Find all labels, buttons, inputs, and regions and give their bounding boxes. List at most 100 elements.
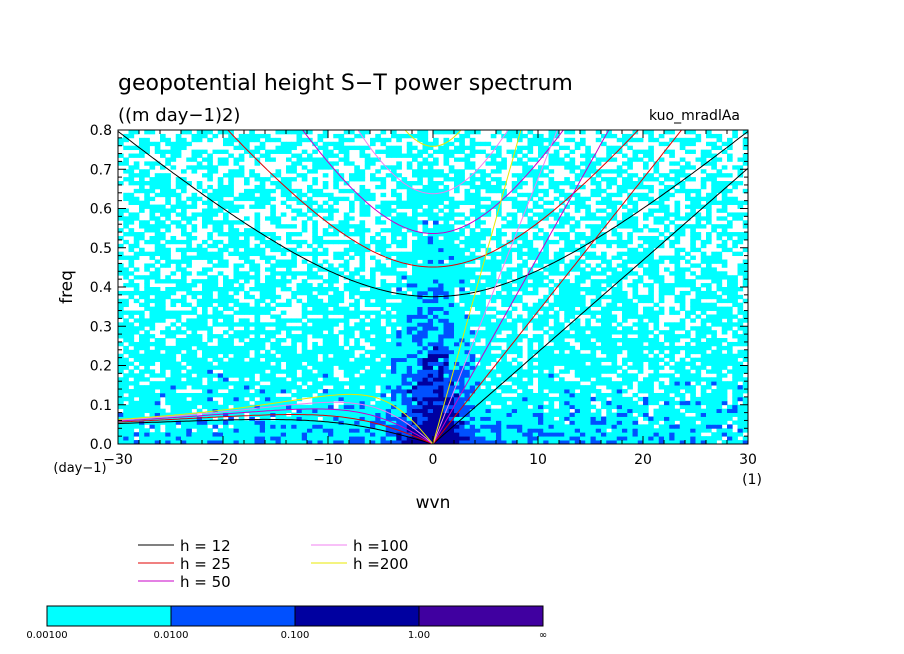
heatmap-cell: [244, 440, 250, 445]
heatmap-cell: [606, 306, 612, 311]
heatmap-cell: [448, 389, 455, 394]
heatmap-cell: [254, 283, 261, 288]
heatmap-cell: [522, 389, 528, 394]
heatmap-cell: [459, 318, 465, 323]
heatmap-cell: [422, 302, 429, 308]
heatmap-cell: [412, 416, 418, 421]
heatmap-cell: [196, 326, 203, 331]
heatmap-cell: [616, 255, 623, 260]
heatmap-cell: [375, 232, 381, 237]
heatmap-cell: [406, 377, 413, 382]
heatmap-cell: [637, 228, 644, 233]
heatmap-cell: [317, 251, 324, 257]
heatmap-cell: [742, 275, 749, 280]
heatmap-cell: [564, 357, 570, 362]
heatmap-cell: [233, 369, 240, 374]
heatmap-cell: [380, 357, 387, 362]
heatmap-cell: [170, 420, 177, 425]
heatmap-cell: [349, 369, 355, 374]
heatmap-cell: [690, 302, 696, 308]
heatmap-cell: [186, 232, 192, 237]
heatmap-cell: [580, 436, 586, 441]
heatmap-cell: [716, 310, 723, 315]
heatmap-cell: [207, 287, 213, 292]
heatmap-cell: [233, 302, 240, 308]
heatmap-cell: [427, 279, 434, 284]
heatmap-cell: [165, 420, 171, 425]
heatmap-cell: [632, 310, 639, 315]
heatmap-cell: [354, 381, 360, 386]
heatmap-cell: [202, 224, 208, 229]
heatmap-cell: [118, 243, 124, 249]
heatmap-cell: [569, 283, 576, 288]
heatmap-cell: [742, 357, 749, 362]
heatmap-cell: [448, 353, 455, 359]
heatmap-cell: [690, 432, 696, 437]
heatmap-cell: [690, 408, 696, 414]
heatmap-cell: [706, 357, 712, 362]
heatmap-cell: [559, 255, 565, 260]
heatmap-cell: [380, 334, 387, 339]
heatmap-cell: [700, 345, 707, 351]
heatmap-cell: [658, 287, 665, 292]
heatmap-cell: [343, 263, 350, 268]
heatmap-cell: [622, 271, 628, 276]
heatmap-cell: [364, 396, 371, 402]
heatmap-cell: [391, 357, 397, 362]
heatmap-cell: [217, 420, 224, 425]
heatmap-cell: [144, 338, 150, 343]
heatmap-cell: [265, 440, 271, 445]
heatmap-cell: [532, 247, 539, 253]
heatmap-cell: [643, 357, 649, 362]
heatmap-cell: [658, 279, 665, 284]
heatmap-cell: [637, 357, 644, 362]
heatmap-cell: [438, 404, 444, 410]
heatmap-cell: [690, 247, 696, 253]
heatmap-cell: [574, 232, 581, 237]
heatmap-cell: [238, 404, 245, 410]
heatmap-cell: [553, 432, 560, 437]
heatmap-cell: [695, 232, 702, 237]
heatmap-cell: [270, 357, 276, 362]
heatmap-cell: [580, 428, 586, 433]
heatmap-cell: [343, 389, 350, 394]
heatmap-cell: [559, 432, 565, 437]
heatmap-cell: [611, 287, 618, 292]
heatmap-cell: [160, 412, 166, 417]
heatmap-cell: [280, 357, 287, 362]
heatmap-cell: [590, 353, 597, 359]
heatmap-cell: [275, 440, 282, 445]
heatmap-cell: [627, 247, 633, 253]
heatmap-cell: [664, 361, 670, 366]
heatmap-cell: [669, 290, 675, 296]
heatmap-cell: [133, 318, 140, 323]
heatmap-cell: [438, 247, 444, 253]
heatmap-cell: [207, 404, 213, 410]
heatmap-cell: [244, 381, 250, 386]
heatmap-cell: [181, 310, 187, 315]
heatmap-cell: [679, 279, 686, 284]
heatmap-cell: [706, 341, 712, 347]
heatmap-cell: [286, 259, 292, 264]
heatmap-cell: [123, 338, 129, 343]
heatmap-cell: [196, 338, 203, 343]
heatmap-cell: [359, 373, 366, 378]
heatmap-cell: [254, 306, 261, 311]
heatmap-cell: [244, 369, 250, 374]
heatmap-cell: [433, 373, 439, 378]
heatmap-cell: [580, 232, 586, 237]
heatmap-cell: [480, 287, 486, 292]
heatmap-cell: [422, 436, 429, 441]
heatmap-cell: [207, 290, 213, 296]
heatmap-cell: [454, 365, 460, 370]
heatmap-cell: [632, 279, 639, 284]
heatmap-cell: [364, 424, 371, 429]
heatmap-cell: [275, 263, 282, 268]
heatmap-cell: [270, 428, 276, 433]
heatmap-cell: [296, 436, 303, 441]
heatmap-cell: [643, 389, 649, 394]
heatmap-cell: [270, 247, 276, 253]
heatmap-cell: [354, 361, 360, 366]
heatmap-cell: [322, 428, 329, 433]
heatmap-cell: [175, 287, 182, 292]
